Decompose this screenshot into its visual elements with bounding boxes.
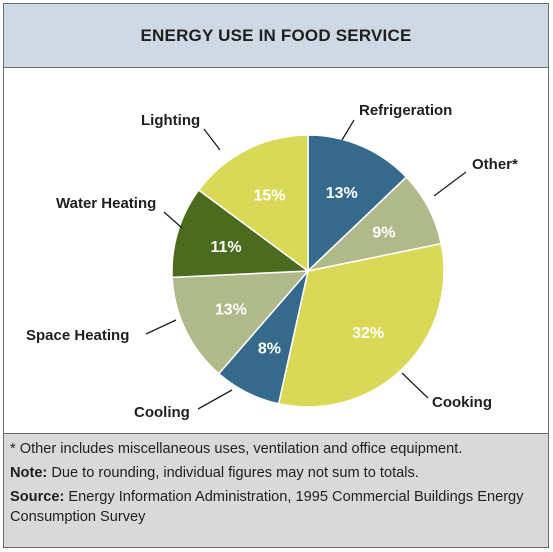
source-text: Energy Information Administration, 1995 …: [10, 489, 524, 525]
slice-value-label: 11%: [210, 239, 241, 256]
pie-slice-refrigeration: [307, 134, 408, 273]
pie-slice-cooking: [277, 242, 445, 408]
chart-title: ENERGY USE IN FOOD SERVICE: [140, 25, 412, 45]
category-label: Cooling: [134, 404, 190, 421]
leader-line: [163, 211, 183, 229]
category-label: Cooking: [432, 394, 492, 411]
source-key: Source:: [10, 489, 65, 505]
slice-value-label: 15%: [253, 187, 285, 204]
category-label: Other*: [472, 156, 518, 173]
chart-frame: ENERGY USE IN FOOD SERVICE 13% 9% 32% 8% 13%…: [3, 3, 549, 548]
slice-value-label: 8%: [258, 341, 281, 358]
slice-value-label: 32%: [352, 325, 384, 342]
category-label: Space Heating: [26, 327, 129, 344]
leader-line: [433, 171, 467, 197]
leader-line: [203, 128, 221, 151]
note-text: Due to rounding, individual figures may …: [51, 465, 419, 481]
notes-panel: * Other includes miscellaneous uses, ven…: [4, 433, 548, 547]
pie-slice-space-heating: [171, 270, 310, 375]
category-label: Water Heating: [56, 195, 156, 212]
category-label: Lighting: [141, 112, 200, 129]
note-key: Note:: [10, 465, 48, 481]
category-label: Refrigeration: [359, 102, 452, 119]
pie-slice-lighting: [197, 134, 309, 273]
footnote: * Other includes miscellaneous uses, ven…: [10, 441, 463, 457]
source-note: Source: Energy Information Administratio…: [10, 487, 542, 527]
slice-value-label: 9%: [372, 224, 395, 241]
title-bar: ENERGY USE IN FOOD SERVICE: [4, 4, 548, 68]
slice-value-label: 13%: [326, 185, 358, 202]
pie-chart: 13% 9% 32% 8% 13% 11% 15% Refrigeration Other* Co…: [26, 102, 518, 421]
pie-slice-water-heating: [171, 188, 311, 279]
chart-area: 13% 9% 32% 8% 13% 11% 15% Refrigeration Other* Co…: [4, 68, 548, 434]
slice-value-label: 13%: [215, 301, 247, 318]
leader-line: [401, 372, 429, 399]
leader-line: [341, 119, 355, 141]
leader-line: [197, 389, 233, 410]
rounding-note: Note: Due to rounding, individual figure…: [10, 463, 542, 483]
leader-line: [145, 319, 177, 335]
